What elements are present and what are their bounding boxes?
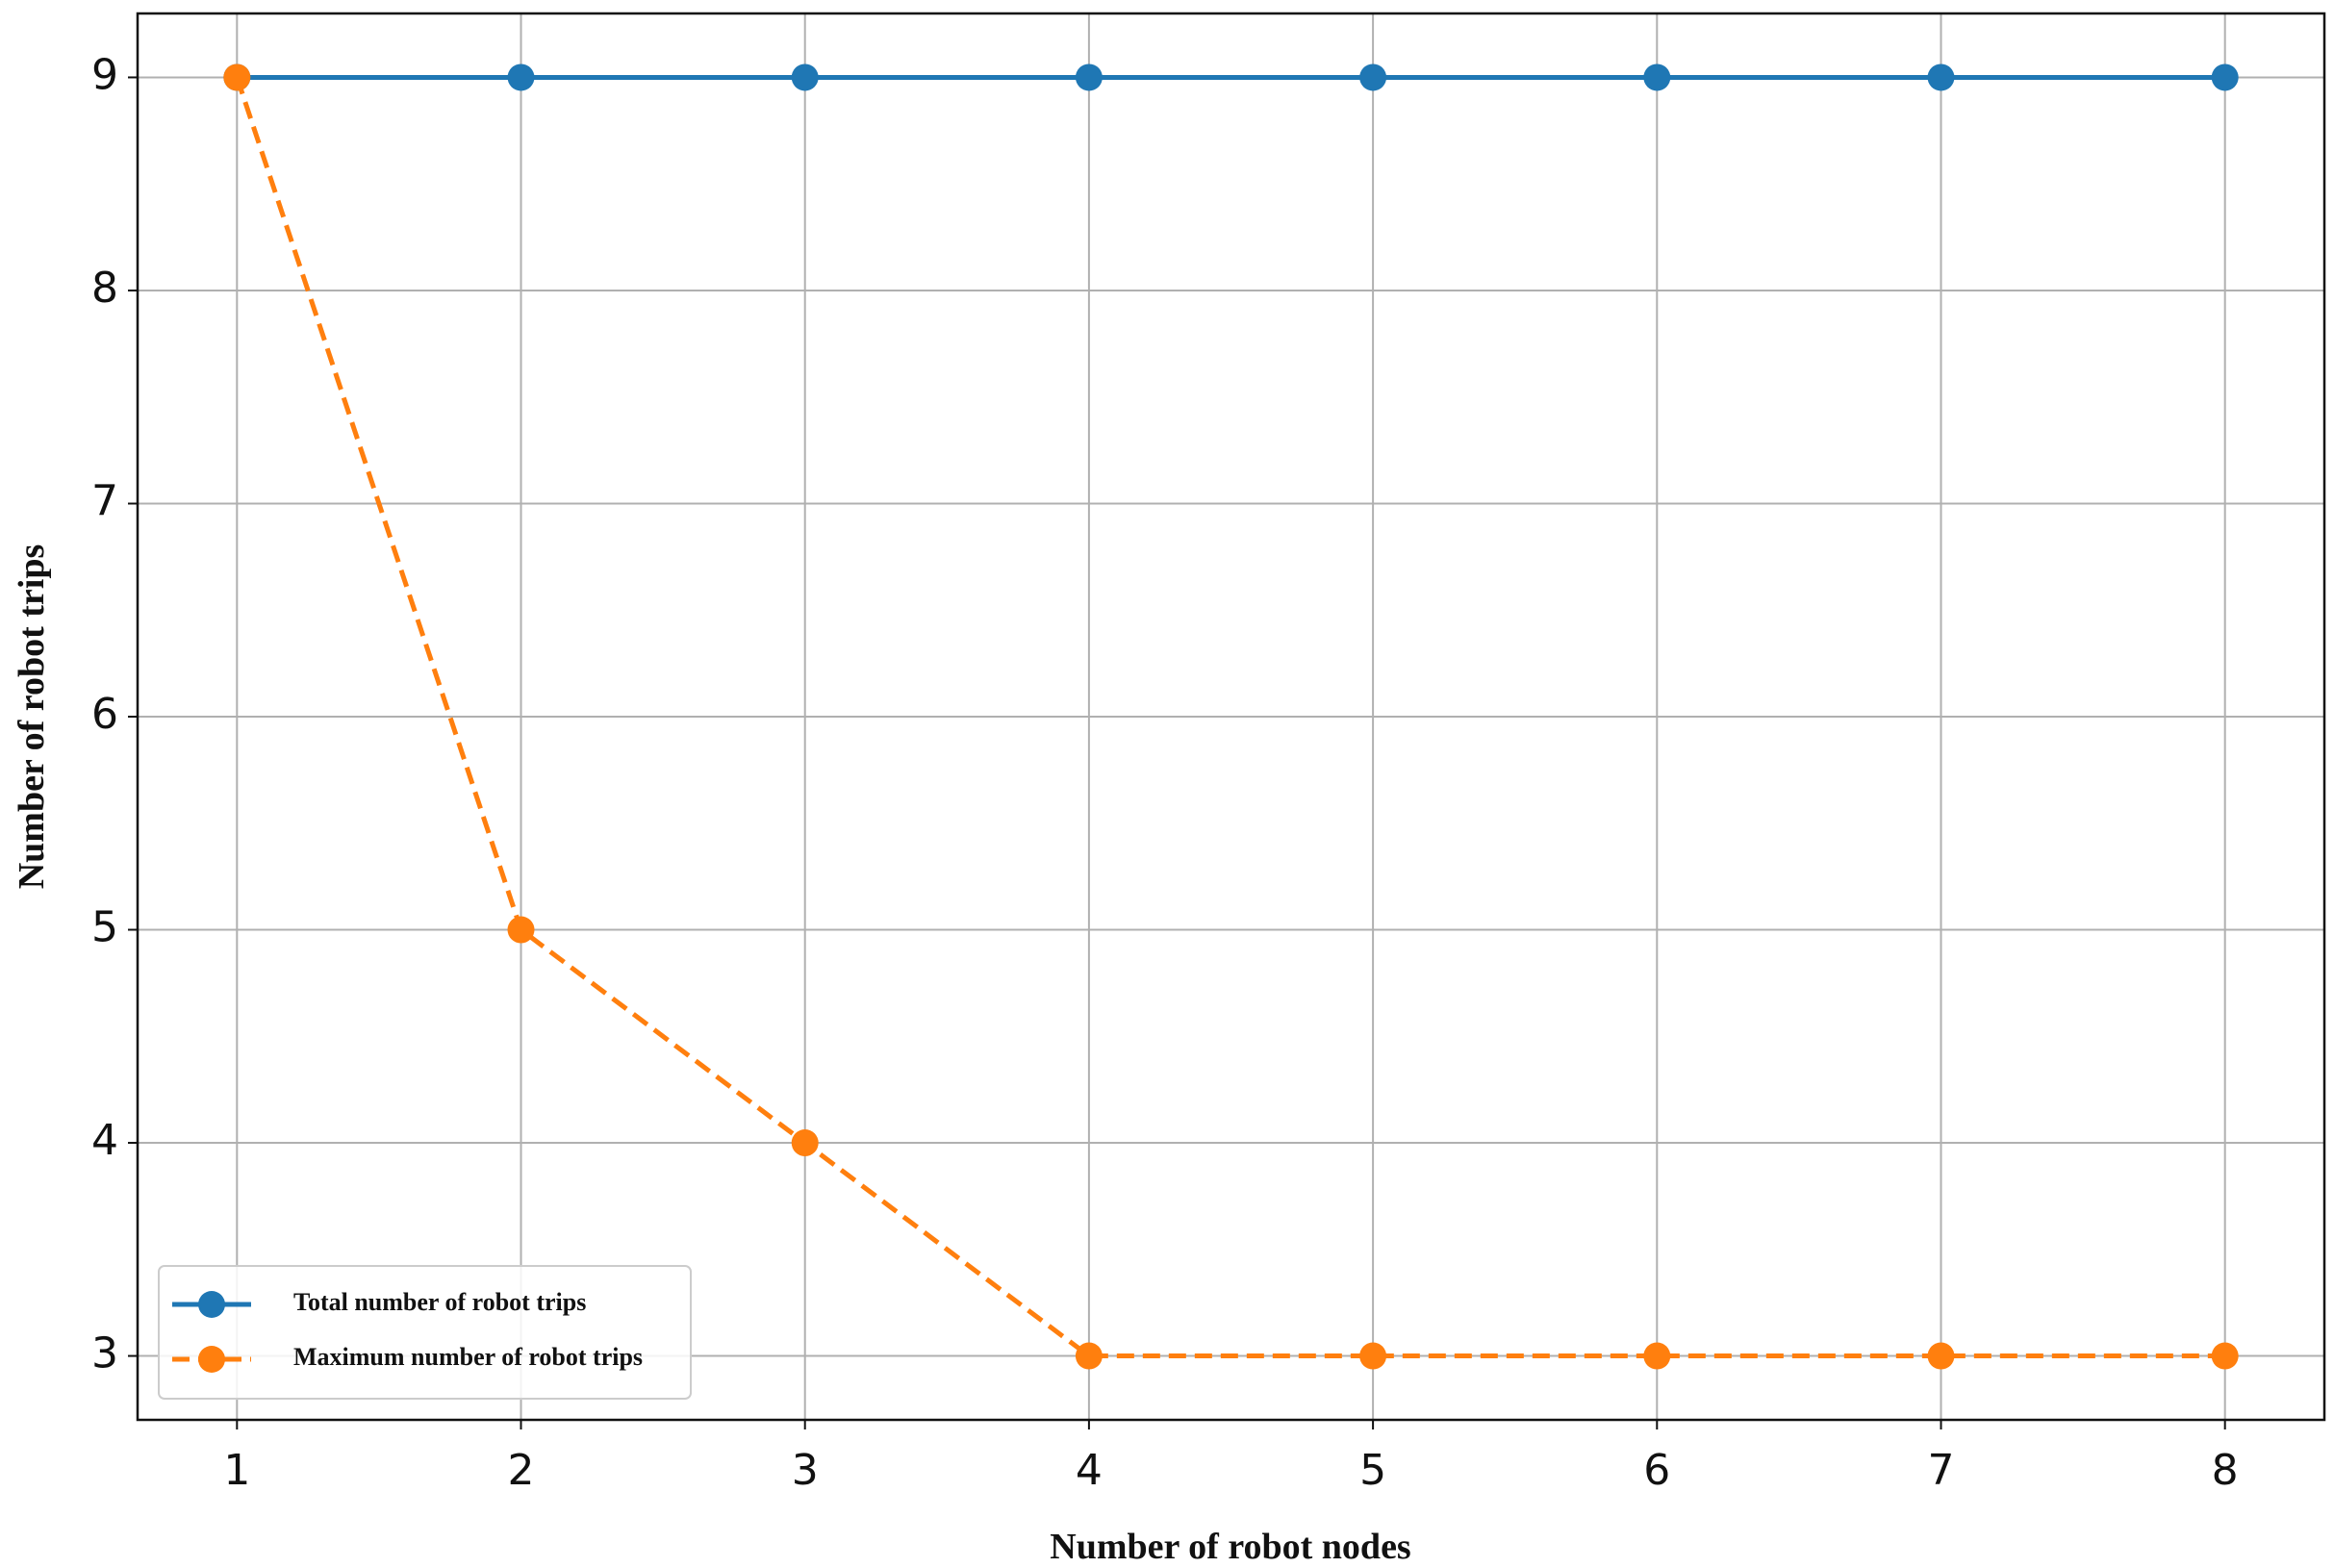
y-tick-label: 6 bbox=[91, 690, 118, 739]
x-tick-label: 6 bbox=[1643, 1446, 1670, 1495]
y-axis-label: Number of robot trips bbox=[12, 544, 52, 890]
point bbox=[1927, 63, 1955, 91]
x-tick-label: 2 bbox=[508, 1446, 535, 1495]
x-tick-label: 8 bbox=[2212, 1446, 2239, 1495]
point bbox=[1643, 1342, 1671, 1370]
legend-marker bbox=[198, 1291, 225, 1318]
point bbox=[1359, 1342, 1387, 1370]
x-tick-label: 3 bbox=[792, 1446, 819, 1495]
legend-marker bbox=[198, 1346, 225, 1373]
y-tick-label: 7 bbox=[91, 476, 118, 525]
point bbox=[2211, 63, 2239, 91]
y-tick-label: 9 bbox=[91, 50, 118, 99]
point bbox=[507, 916, 535, 944]
grid bbox=[138, 13, 2324, 1420]
point bbox=[791, 63, 819, 91]
y-tick-label: 4 bbox=[91, 1116, 118, 1165]
y-tick-label: 3 bbox=[91, 1329, 118, 1378]
y-tick-label: 8 bbox=[91, 264, 118, 313]
point bbox=[791, 1129, 819, 1157]
y-tick-label: 5 bbox=[91, 903, 118, 952]
legend-label: Maximum number of robot trips bbox=[293, 1343, 643, 1371]
point bbox=[2211, 1342, 2239, 1370]
point bbox=[507, 63, 535, 91]
x-axis-label: Number of robot nodes bbox=[1050, 1527, 1410, 1567]
point bbox=[223, 63, 251, 91]
x-tick-label: 1 bbox=[223, 1446, 250, 1495]
point bbox=[1075, 63, 1103, 91]
x-tick-label: 4 bbox=[1076, 1446, 1103, 1495]
point bbox=[1643, 63, 1671, 91]
x-tick-label: 5 bbox=[1359, 1446, 1386, 1495]
series-line bbox=[234, 76, 2225, 1359]
point bbox=[1075, 1342, 1103, 1370]
x-tick-label: 7 bbox=[1927, 1446, 1954, 1495]
legend-box bbox=[158, 1265, 692, 1400]
point bbox=[1359, 63, 1387, 91]
legend-label: Total number of robot trips bbox=[293, 1288, 586, 1316]
point bbox=[1927, 1342, 1955, 1370]
